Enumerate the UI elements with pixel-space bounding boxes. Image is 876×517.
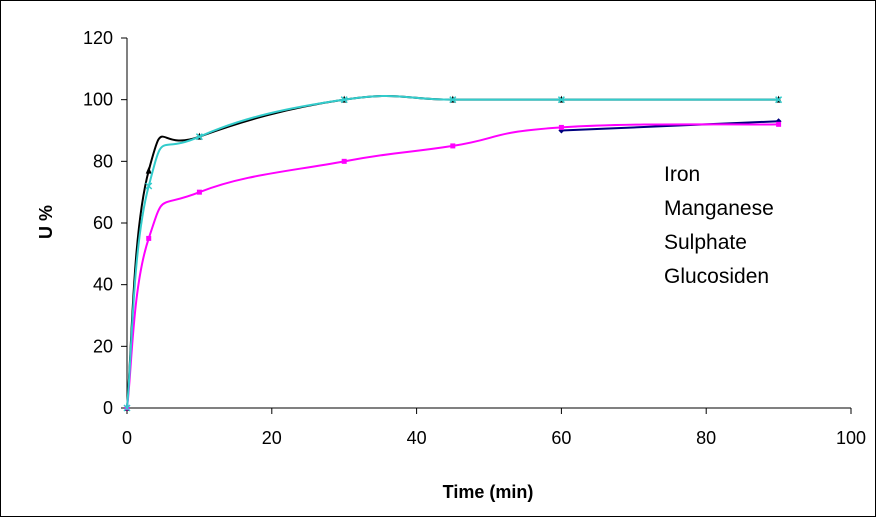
- data-point: [449, 96, 457, 104]
- legend-entry: Manganese: [664, 197, 774, 220]
- data-point: [776, 121, 782, 127]
- data-point: [341, 158, 347, 164]
- data-point: [195, 133, 203, 141]
- data-point: [558, 124, 564, 130]
- series-line: [561, 120, 779, 132]
- legend: Iron Manganese Sulphate Glucosiden: [664, 163, 774, 288]
- data-point: [145, 182, 153, 190]
- data-point: [196, 189, 202, 195]
- x-tick-label: 80: [696, 428, 716, 448]
- point-stroke: [775, 96, 783, 104]
- y-tick-label: 20: [93, 336, 113, 356]
- y-tick-label: 60: [93, 213, 113, 233]
- x-tick-label: 40: [407, 428, 427, 448]
- axes: [126, 38, 851, 409]
- series-layer: [123, 94, 783, 412]
- point-stroke: [123, 404, 131, 412]
- x-tick-label: 20: [262, 428, 282, 448]
- point-stroke: [195, 133, 203, 141]
- data-point: [340, 96, 348, 104]
- ticks: 0 20 40 60 80 100 120 0 20 40 60 80 100: [83, 28, 866, 448]
- point-stroke: [557, 96, 565, 104]
- data-point: [557, 96, 565, 104]
- y-axis-title: U %: [36, 205, 56, 239]
- data-point: [146, 235, 152, 241]
- y-tick-label: 40: [93, 275, 113, 295]
- x-tick-label: 100: [836, 428, 866, 448]
- point-stroke: [449, 96, 457, 104]
- y-tick-label: 80: [93, 151, 113, 171]
- x-tick-label: 60: [551, 428, 571, 448]
- legend-entry: Sulphate: [664, 231, 747, 254]
- y-tick-label: 120: [83, 28, 113, 48]
- legend-entry: Iron: [664, 163, 700, 186]
- point-stroke: [145, 182, 153, 190]
- data-point: [123, 404, 131, 412]
- data-point: [775, 96, 783, 104]
- x-tick-label: 0: [122, 428, 132, 448]
- series-glucosiden: [123, 94, 783, 412]
- data-point: [450, 143, 456, 149]
- y-tick-label: 0: [103, 398, 113, 418]
- y-tick-label: 100: [83, 90, 113, 110]
- legend-entry: Glucosiden: [664, 265, 769, 288]
- point-stroke: [340, 96, 348, 104]
- data-point: [145, 166, 152, 174]
- x-axis-title: Time (min): [443, 482, 534, 502]
